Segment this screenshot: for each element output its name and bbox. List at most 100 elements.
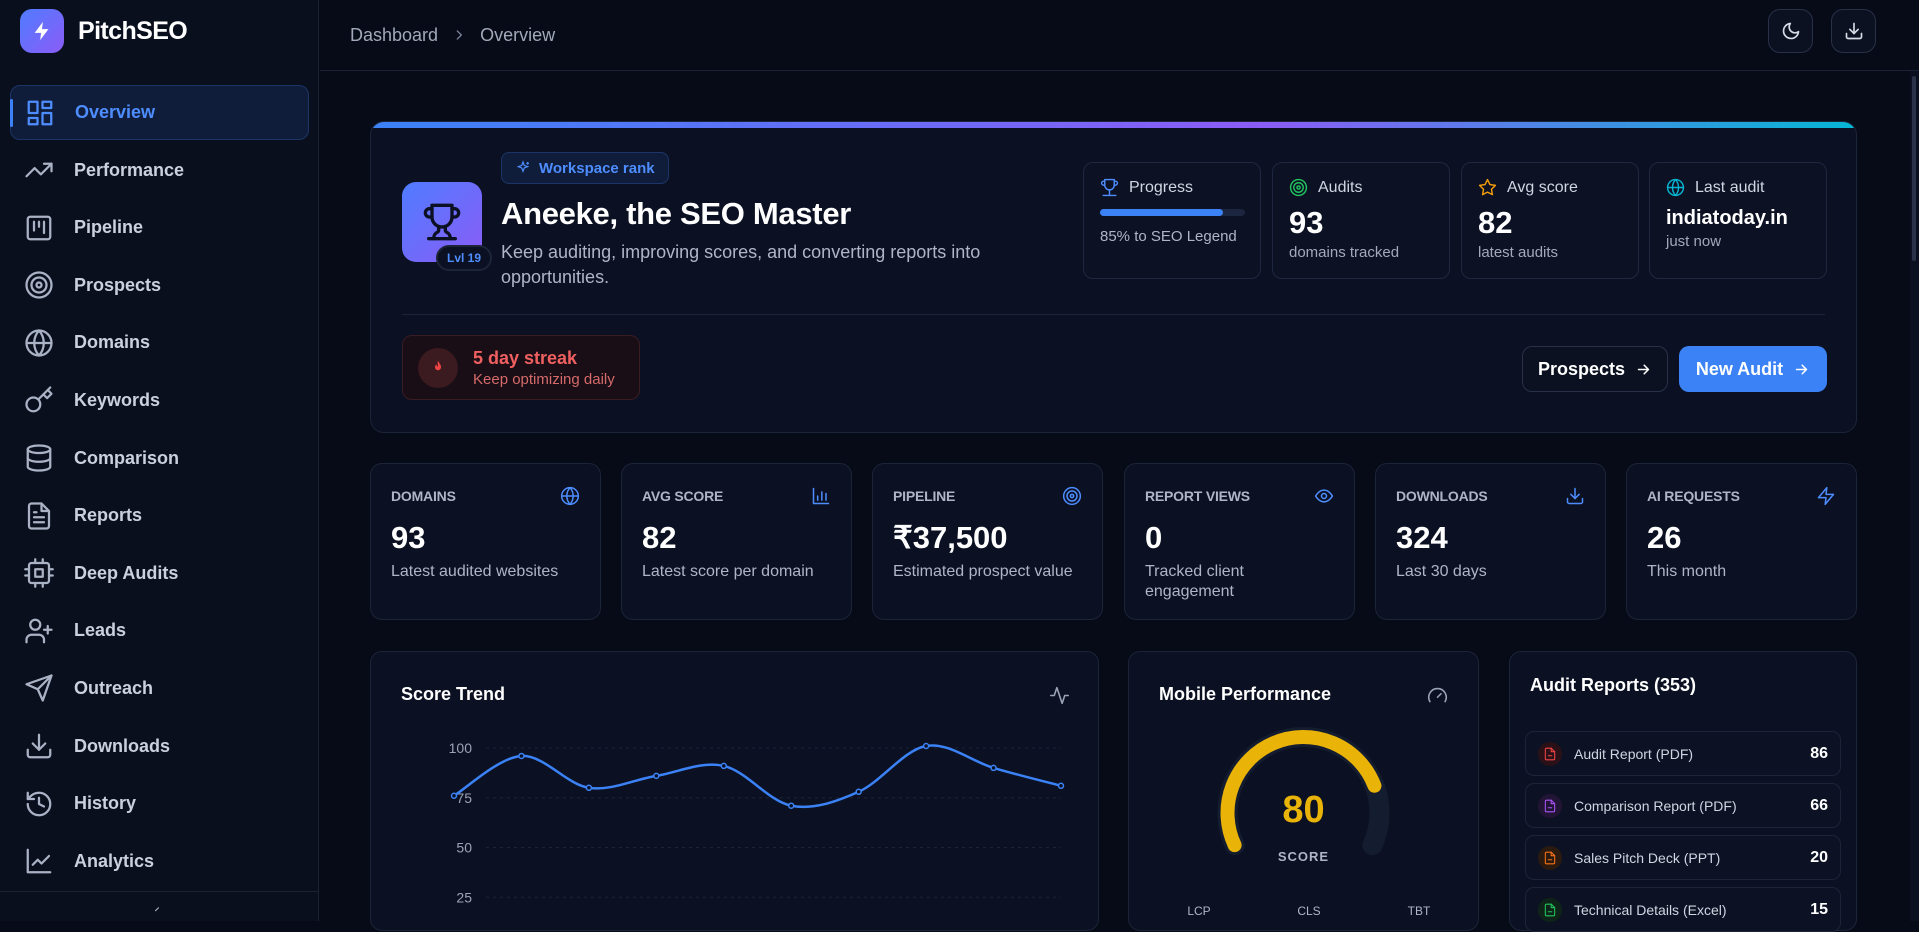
hero-subtitle: Keep auditing, improving scores, and con… — [501, 242, 981, 287]
kpi-card-report-views[interactable]: REPORT VIEWS 0 Tracked client engagement — [1124, 463, 1355, 620]
sidebar-item-prospects[interactable]: Prospects — [10, 258, 309, 313]
sidebar-item-leads[interactable]: Leads — [10, 603, 309, 658]
zap-icon — [1817, 486, 1835, 506]
sidebar-item-deep-audits[interactable]: Deep Audits — [10, 546, 309, 601]
kpi-card-pipeline[interactable]: PIPELINE ₹37,500 Estimated prospect value — [872, 463, 1103, 620]
report-name: Sales Pitch Deck (PPT) — [1574, 849, 1721, 866]
sidebar-item-overview[interactable]: Overview — [10, 85, 309, 140]
cpu-icon — [24, 558, 54, 589]
database-icon — [26, 444, 52, 472]
kpi-label: DOMAINS — [391, 488, 456, 504]
activity-icon[interactable] — [1049, 685, 1070, 706]
audit-reports-title: Audit Reports (353) — [1530, 675, 1697, 695]
progress-bar — [1100, 209, 1245, 216]
prospects-button-label: Prospects — [1537, 358, 1626, 379]
kpi-card-downloads[interactable]: DOWNLOADS 324 Last 30 days — [1375, 463, 1606, 620]
sidebar-item-history[interactable]: History — [10, 776, 309, 831]
target-icon — [25, 271, 53, 299]
layout-dashboard-icon — [27, 100, 53, 125]
sidebar-item-label: Domains — [74, 332, 151, 353]
kpi-card-avg-score[interactable]: AVG SCORE 82 Latest score per domain — [621, 463, 852, 620]
hero-card: Lvl 19 Workspace rank Aneeke, the SEO Ma… — [370, 121, 1857, 433]
sidebar-item-domains[interactable]: Domains — [10, 315, 309, 370]
score-point[interactable] — [787, 802, 795, 809]
sidebar-item-downloads[interactable]: Downloads — [10, 719, 309, 774]
star-icon — [1478, 178, 1497, 196]
sidebar-item-analytics[interactable]: Analytics — [10, 834, 309, 889]
kpi-label: PIPELINE — [893, 488, 956, 504]
globe-icon — [25, 329, 53, 357]
sidebar-item-keywords[interactable]: Keywords — [10, 373, 309, 428]
avg-score-value: 82 — [1478, 205, 1513, 240]
score-point[interactable] — [1057, 782, 1065, 790]
score-trend-chart: 100 75 50 25 — [449, 740, 1065, 905]
sparkles-icon — [516, 160, 530, 174]
prospects-button[interactable]: Prospects — [1522, 346, 1668, 392]
score-point[interactable] — [990, 764, 997, 772]
gauge-icon[interactable] — [1427, 685, 1448, 706]
score-point[interactable] — [922, 742, 930, 750]
workspace-rank-badge: Workspace rank — [501, 152, 669, 184]
sidebar-item-reports[interactable]: Reports — [10, 488, 309, 543]
score-point[interactable] — [855, 788, 862, 796]
download-button[interactable] — [1831, 9, 1876, 53]
hero-title: Aneeke, the SEO Master — [501, 196, 852, 231]
report-row[interactable]: Audit Report (PDF) 86 — [1525, 731, 1841, 776]
score-point[interactable] — [450, 792, 458, 800]
chevron-left-icon[interactable] — [150, 904, 164, 918]
sidebar-footer — [0, 891, 319, 921]
report-row[interactable]: Technical Details (Excel) 15 — [1525, 887, 1841, 932]
sidebar-item-comparison[interactable]: Comparison — [10, 431, 309, 486]
workspace-rank-label: Workspace rank — [539, 159, 655, 177]
report-row[interactable]: Sales Pitch Deck (PPT) 20 — [1525, 835, 1841, 880]
theme-toggle-button[interactable] — [1768, 9, 1813, 53]
progress-text: 85% to SEO Legend — [1100, 228, 1237, 245]
kpi-card-domains[interactable]: DOMAINS 93 Latest audited websites — [370, 463, 601, 620]
streak-badge: 5 day streak Keep optimizing daily — [402, 335, 640, 400]
bolt-logo-icon — [20, 9, 64, 53]
y-tick-label: 100 — [449, 740, 473, 756]
score-point[interactable] — [585, 784, 593, 792]
sidebar-item-performance[interactable]: Performance — [10, 143, 309, 198]
file-icon — [1538, 845, 1562, 870]
level-badge: Lvl 19 — [436, 245, 493, 271]
streak-sub: Keep optimizing daily — [473, 370, 615, 388]
kpi-description: This month — [1647, 563, 1727, 580]
mobile-score-label: SCORE — [1278, 849, 1329, 864]
mobile-performance-title: Mobile Performance — [1159, 684, 1332, 704]
report-name: Technical Details (Excel) — [1574, 901, 1727, 918]
y-tick-label: 75 — [456, 790, 472, 806]
last-audit-label: Last audit — [1695, 178, 1765, 196]
kpi-label: DOWNLOADS — [1396, 488, 1488, 504]
new-audit-button[interactable]: New Audit — [1679, 346, 1827, 392]
audits-value: 93 — [1289, 205, 1324, 240]
kpi-value: 0 — [1145, 520, 1163, 555]
report-row[interactable]: Comparison Report (PDF) 66 — [1525, 783, 1841, 828]
score-point[interactable] — [653, 772, 660, 780]
history-icon — [26, 791, 52, 816]
chevron-right-icon — [456, 30, 463, 40]
last-audit-domain[interactable]: indiatoday.in — [1666, 207, 1788, 229]
score-trend-title: Score Trend — [401, 684, 506, 704]
audits-sub: domains tracked — [1289, 244, 1400, 261]
scrollbar-thumb[interactable] — [1912, 76, 1916, 261]
target-icon — [1062, 486, 1082, 506]
sidebar-item-label: Downloads — [74, 735, 171, 756]
sidebar-item-outreach[interactable]: Outreach — [10, 661, 309, 716]
report-count: 86 — [1810, 744, 1828, 762]
sidebar-item-pipeline[interactable]: Pipeline — [10, 200, 309, 255]
score-trend-panel: Score Trend 100 75 50 25 — [370, 651, 1099, 931]
scrollbar[interactable] — [1910, 71, 1919, 921]
mobile-score-value: 80 — [1282, 789, 1324, 831]
score-point[interactable] — [720, 762, 728, 770]
score-point[interactable] — [518, 752, 525, 760]
last-audit-stat: Last audit indiatoday.in just now — [1649, 162, 1827, 279]
kpi-card-ai-requests[interactable]: AI REQUESTS 26 This month — [1626, 463, 1857, 620]
streak-title: 5 day streak — [473, 347, 578, 368]
brand[interactable]: PitchSEO — [0, 0, 318, 62]
avg-score-sub: latest audits — [1478, 244, 1559, 261]
breadcrumb-dashboard[interactable]: Dashboard — [350, 24, 439, 45]
kpi-description: Latest score per domain — [642, 563, 814, 580]
kpi-description: Tracked client engagement — [1145, 563, 1244, 600]
score-trend-line — [453, 744, 1062, 809]
